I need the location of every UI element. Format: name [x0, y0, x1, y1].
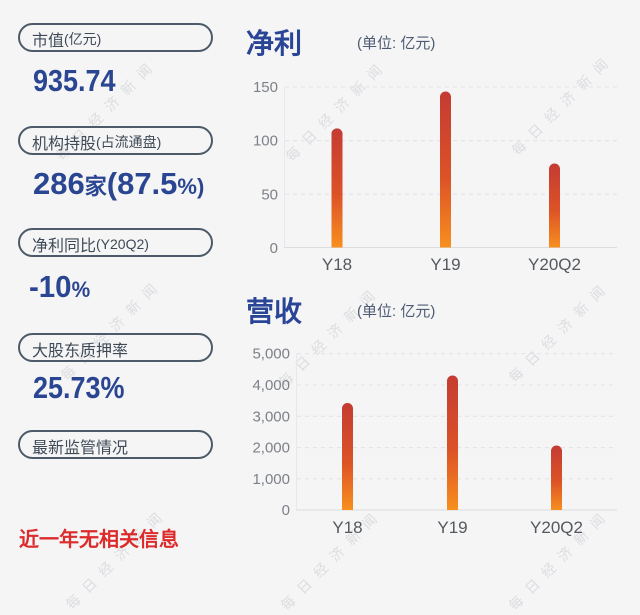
svg-text:(单位: 亿元): (单位: 亿元): [357, 303, 435, 320]
svg-text:Y18: Y18: [322, 255, 352, 274]
svg-text:150: 150: [253, 79, 278, 96]
svg-text:Y18: Y18: [332, 518, 362, 537]
svg-text:Y20Q2: Y20Q2: [530, 518, 583, 537]
svg-text:0: 0: [270, 240, 278, 257]
svg-text:100: 100: [253, 133, 278, 150]
svg-text:50: 50: [261, 186, 278, 203]
svg-text:Y20Q2: Y20Q2: [528, 255, 581, 274]
svg-text:(单位: 亿元): (单位: 亿元): [357, 35, 435, 52]
svg-text:营收: 营收: [246, 296, 302, 327]
svg-text:Y19: Y19: [437, 518, 467, 537]
svg-text:2,000: 2,000: [252, 440, 290, 457]
svg-text:1,000: 1,000: [252, 471, 290, 488]
svg-text:净利: 净利: [246, 28, 302, 59]
svg-text:0: 0: [282, 502, 290, 519]
svg-text:3,000: 3,000: [252, 408, 290, 425]
svg-text:5,000: 5,000: [252, 346, 290, 363]
svg-text:4,000: 4,000: [252, 377, 290, 394]
svg-text:Y19: Y19: [430, 255, 460, 274]
